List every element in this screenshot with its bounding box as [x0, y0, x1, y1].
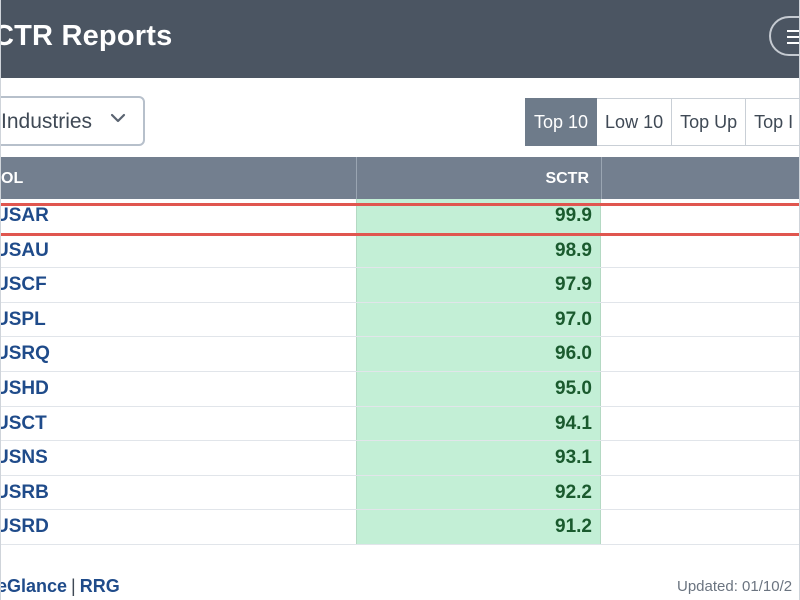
extra-cell [601, 372, 799, 406]
sctr-value-cell: 97.9 [356, 268, 601, 302]
table-row[interactable]: USRQ 96.0 [1, 337, 799, 372]
table-row[interactable]: USRD 91.2 [1, 510, 799, 545]
extra-cell [601, 199, 799, 233]
extra-cell [601, 337, 799, 371]
extra-cell [601, 476, 799, 510]
menu-icon-line [787, 36, 799, 38]
hamburger-menu-button[interactable] [769, 16, 799, 56]
table-row[interactable]: USAU 98.9 [1, 233, 799, 269]
symbol-link[interactable]: USPL [1, 308, 46, 330]
group-select-dropdown[interactable]: Industries [1, 96, 145, 146]
tab-low-10[interactable]: Low 10 [597, 98, 673, 146]
table-row[interactable]: USNS 93.1 [1, 441, 799, 476]
symbol-link[interactable]: USRQ [1, 343, 50, 365]
column-header-sctr[interactable]: SCTR [356, 157, 601, 199]
sctr-value-cell: 93.1 [356, 441, 601, 475]
symbol-cell: USPL [1, 303, 356, 337]
updated-timestamp: Updated: 01/10/2 [677, 578, 793, 595]
chevron-down-icon [110, 113, 126, 123]
tab-top-more[interactable]: Top I [746, 98, 799, 146]
symbol-link[interactable]: USNS [1, 447, 48, 469]
extra-cell [601, 510, 799, 544]
report-tabs: Top 10 Low 10 Top Up Top I [525, 98, 799, 146]
symbol-link[interactable]: USHD [1, 377, 49, 399]
sctr-value-cell: 95.0 [356, 371, 601, 406]
footer-link-glance[interactable]: eGlance [0, 576, 68, 596]
sctr-value-cell: 91.2 [356, 510, 601, 544]
table-row[interactable]: USRB 92.2 [1, 475, 799, 511]
column-header-symbol[interactable]: OL [1, 170, 24, 187]
sctr-value-cell: 98.9 [356, 233, 601, 268]
symbol-link[interactable]: USCT [1, 412, 47, 434]
sctr-value-cell: 99.9 [356, 199, 601, 233]
table-row[interactable]: USCF 97.9 [1, 268, 799, 303]
app-header: CTR Reports [0, 0, 799, 78]
symbol-cell: USRB [1, 476, 356, 510]
symbol-cell: USCF [1, 268, 356, 302]
tab-top-10[interactable]: Top 10 [525, 98, 598, 146]
footer-separator: | [71, 576, 76, 596]
footer-links: eGlance | RRG [0, 576, 120, 597]
sctr-value-cell: 92.2 [356, 475, 601, 510]
symbol-cell: USRQ [1, 337, 356, 371]
extra-cell [601, 234, 799, 268]
extra-cell [601, 407, 799, 441]
page-title: CTR Reports [0, 20, 173, 52]
symbol-link[interactable]: USAU [1, 239, 49, 261]
column-header-extra [601, 157, 799, 199]
extra-cell [601, 441, 799, 475]
symbol-cell: USHD [1, 372, 356, 406]
table-row[interactable]: USPL 97.0 [1, 302, 799, 338]
table-row[interactable]: USAR 99.9 [1, 199, 799, 234]
table-body: USAR 99.9 USAU 98.9 USCF 97.9 USPL 97.0 USRQ 96.0… [1, 199, 799, 545]
symbol-cell: USAU [1, 234, 356, 268]
table-header: OL SCTR [1, 157, 799, 199]
sctr-table: OL SCTR USAR 99.9 USAU 98.9 USCF 97.9 USPL 97.0… [1, 157, 799, 545]
symbol-cell: USCT [1, 407, 356, 441]
sctr-value-cell: 94.1 [356, 406, 601, 441]
table-row[interactable]: USCT 94.1 [1, 406, 799, 442]
group-select-value: Industries [1, 110, 93, 133]
menu-icon-line [787, 30, 799, 32]
symbol-cell: USRD [1, 510, 356, 544]
tab-top-up[interactable]: Top Up [672, 98, 747, 146]
extra-cell [601, 268, 799, 302]
symbol-link[interactable]: USCF [1, 274, 47, 296]
symbol-cell: USAR [1, 199, 356, 233]
footer-link-rrg[interactable]: RRG [79, 576, 120, 596]
symbol-link[interactable]: USRD [1, 516, 49, 538]
sctr-value-cell: 96.0 [356, 337, 601, 371]
menu-icon-line [787, 42, 799, 44]
extra-cell [601, 303, 799, 337]
symbol-link[interactable]: USRB [1, 481, 49, 503]
symbol-link[interactable]: USAR [1, 205, 49, 226]
symbol-cell: USNS [1, 441, 356, 475]
table-row[interactable]: USHD 95.0 [1, 371, 799, 407]
sctr-value-cell: 97.0 [356, 302, 601, 337]
